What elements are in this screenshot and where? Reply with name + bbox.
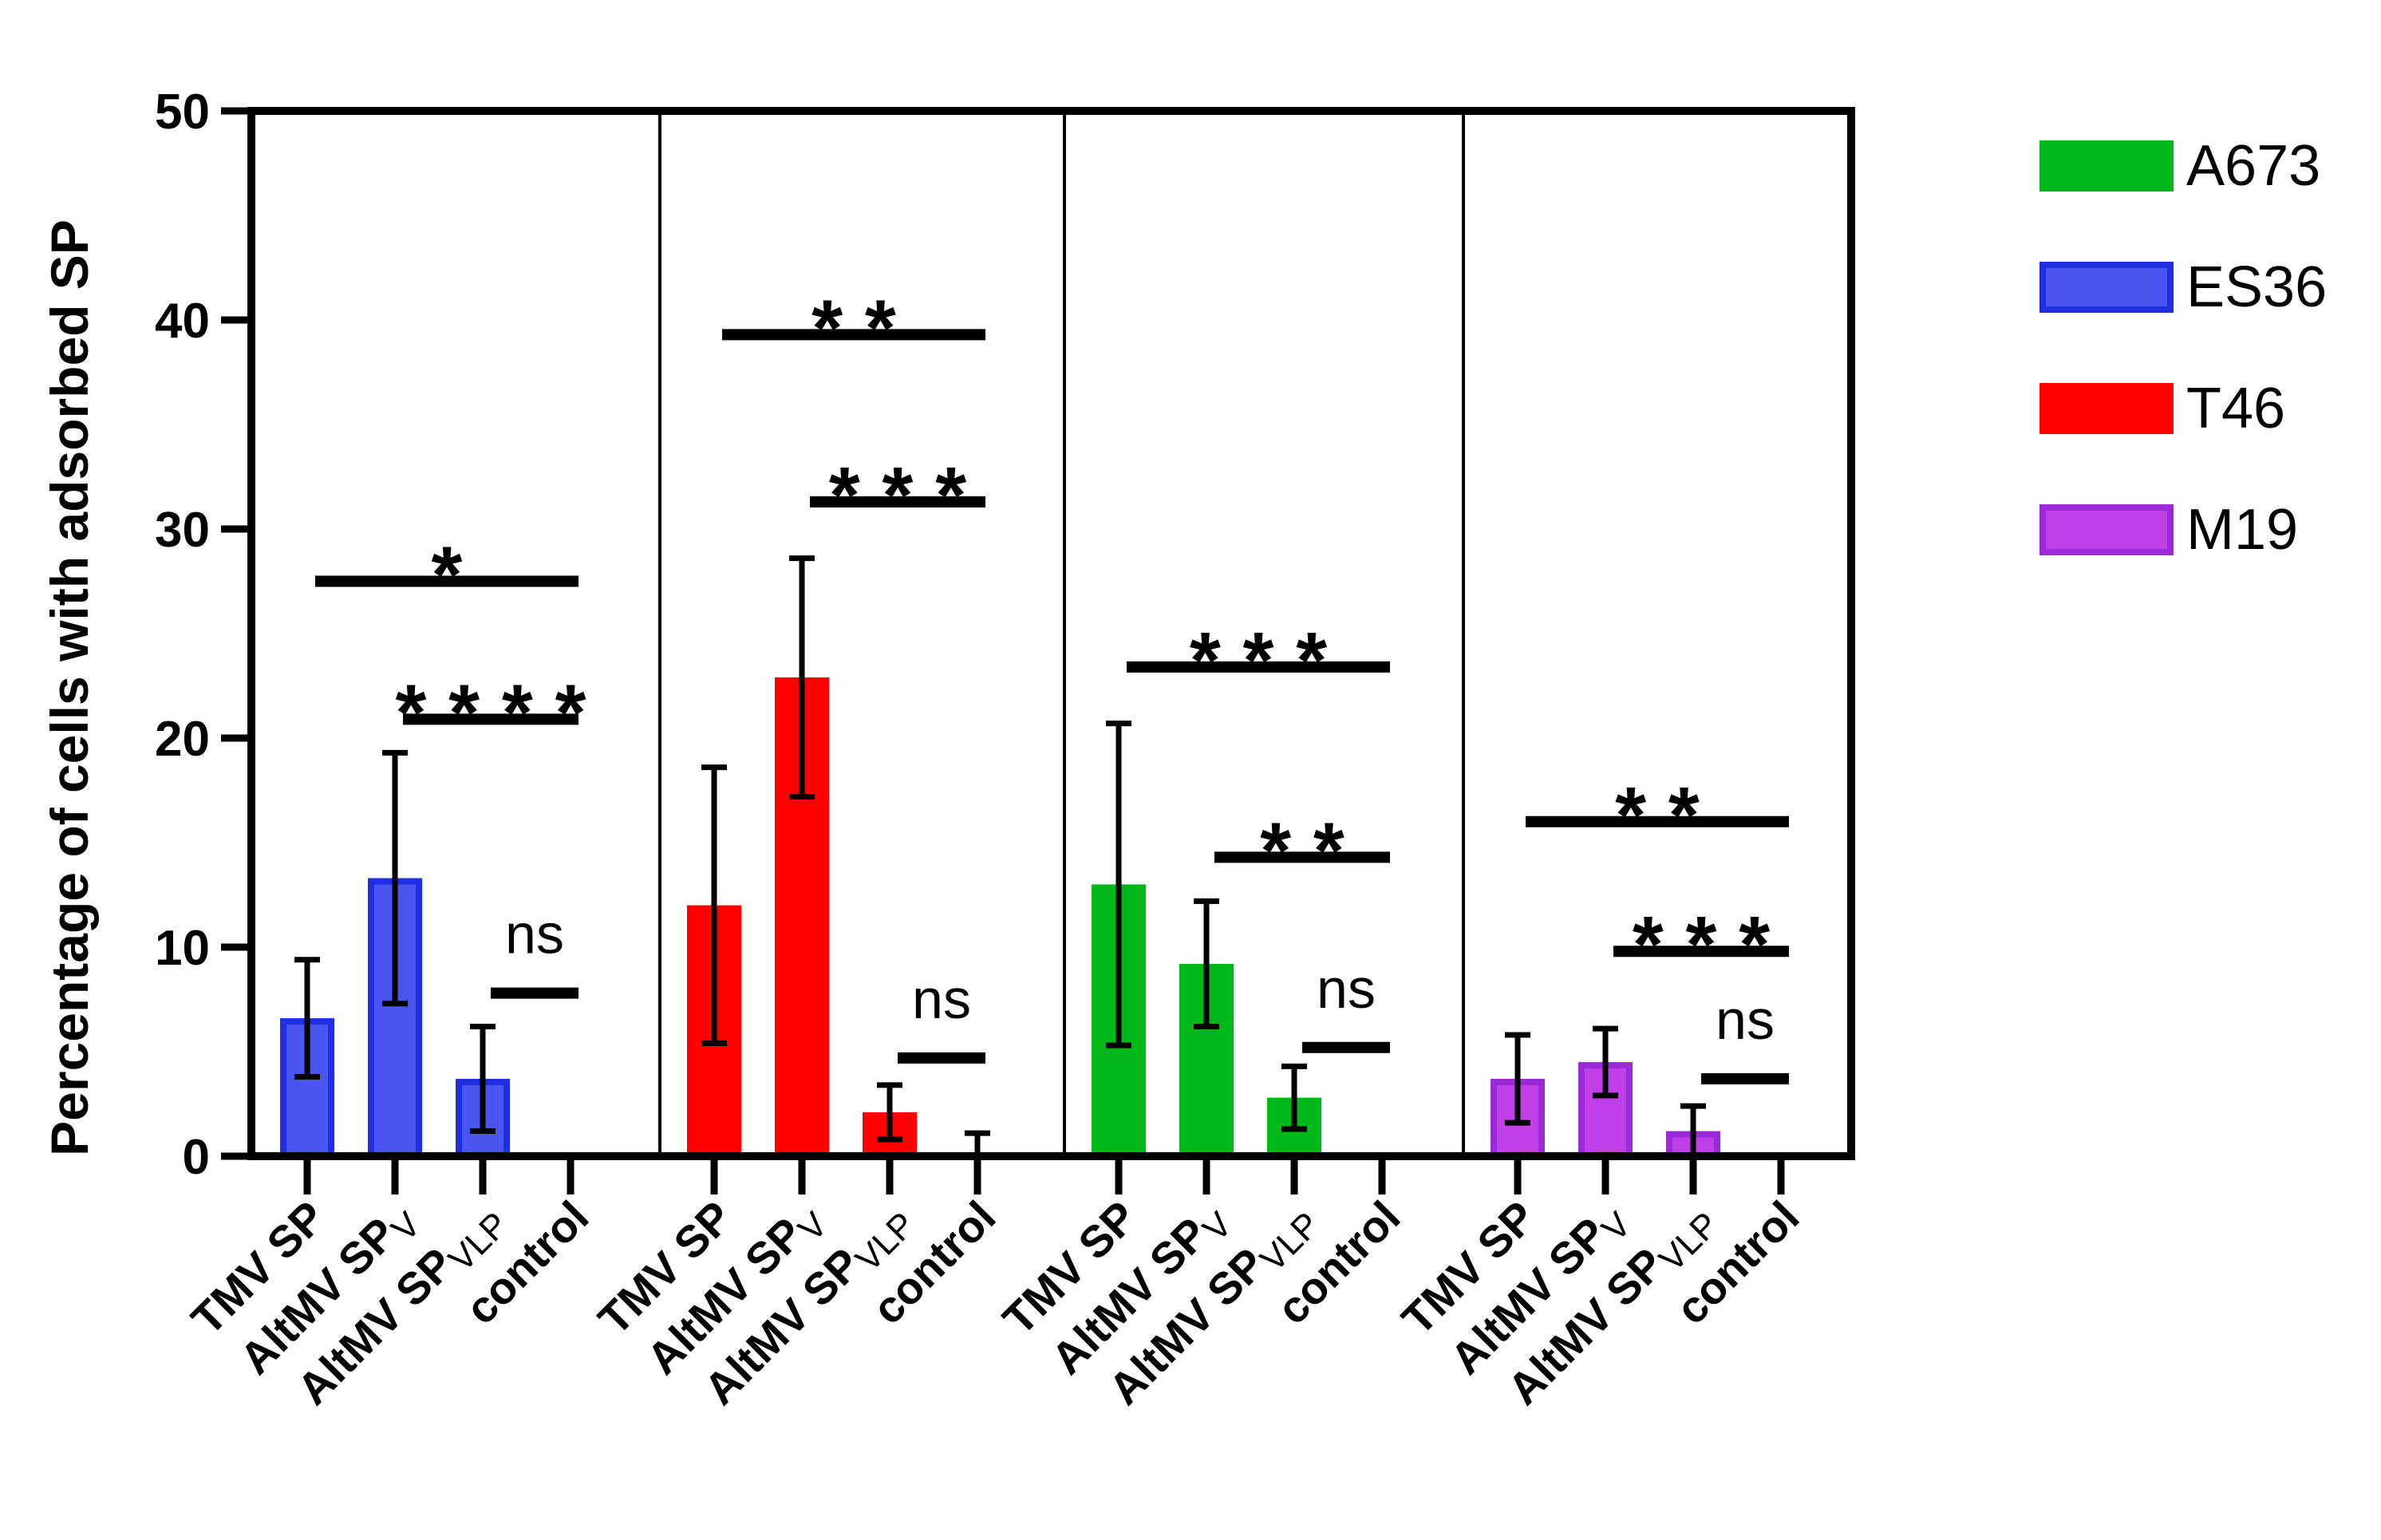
significance-label-a673-0: * * *	[1190, 616, 1327, 705]
y-tick-label-3: 30	[155, 503, 210, 558]
significance-label-m19-2: ns	[1716, 989, 1775, 1051]
legend-label-es36: ES36	[2186, 255, 2327, 319]
significance-label-es36-1: * * * *	[395, 668, 586, 757]
significance-label-t46-0: * *	[811, 283, 896, 373]
legend-label-t46: T46	[2186, 377, 2285, 440]
significance-label-a673-1: * *	[1260, 806, 1344, 895]
legend-swatch-a673	[2039, 140, 2174, 192]
panel-dividers	[658, 111, 1465, 1156]
error-bars-layer	[294, 555, 1706, 1156]
y-tick-label-2: 20	[155, 712, 210, 767]
significance-label-a673-2: ns	[1317, 958, 1376, 1020]
y-tick-label-0: 0	[183, 1130, 210, 1185]
axes-layer	[247, 107, 1855, 1194]
significance-label-es36-2: ns	[505, 903, 564, 965]
significance-label-m19-0: * *	[1615, 771, 1700, 860]
legend-label-m19: M19	[2186, 498, 2298, 562]
significance-label-es36-0: *	[432, 531, 463, 620]
y-axis: Percentage of cells with adsorbed SP 0 10…	[40, 85, 251, 1185]
plot-frame	[247, 107, 1855, 1160]
significance-label-t46-2: ns	[912, 968, 971, 1030]
y-tick-label-1: 10	[155, 921, 210, 976]
y-axis-title: Percentage of cells with adsorbed SP	[40, 219, 99, 1156]
y-tick-label-5: 50	[155, 85, 210, 140]
legend-swatch-m19	[2039, 504, 2174, 555]
legend-swatch-es36	[2039, 262, 2174, 313]
significance-layer: ** * * *ns* ** * *ns* * ** *ns* ** * *ns	[315, 283, 1789, 1085]
legend: A673 ES36 T46 M19	[2039, 134, 2327, 562]
significance-label-m19-1: * * *	[1633, 900, 1770, 989]
y-tick-label-4: 40	[155, 294, 210, 349]
significance-label-t46-1: * * *	[829, 451, 966, 540]
legend-label-a673: A673	[2186, 134, 2320, 198]
legend-swatch-t46	[2039, 383, 2174, 434]
